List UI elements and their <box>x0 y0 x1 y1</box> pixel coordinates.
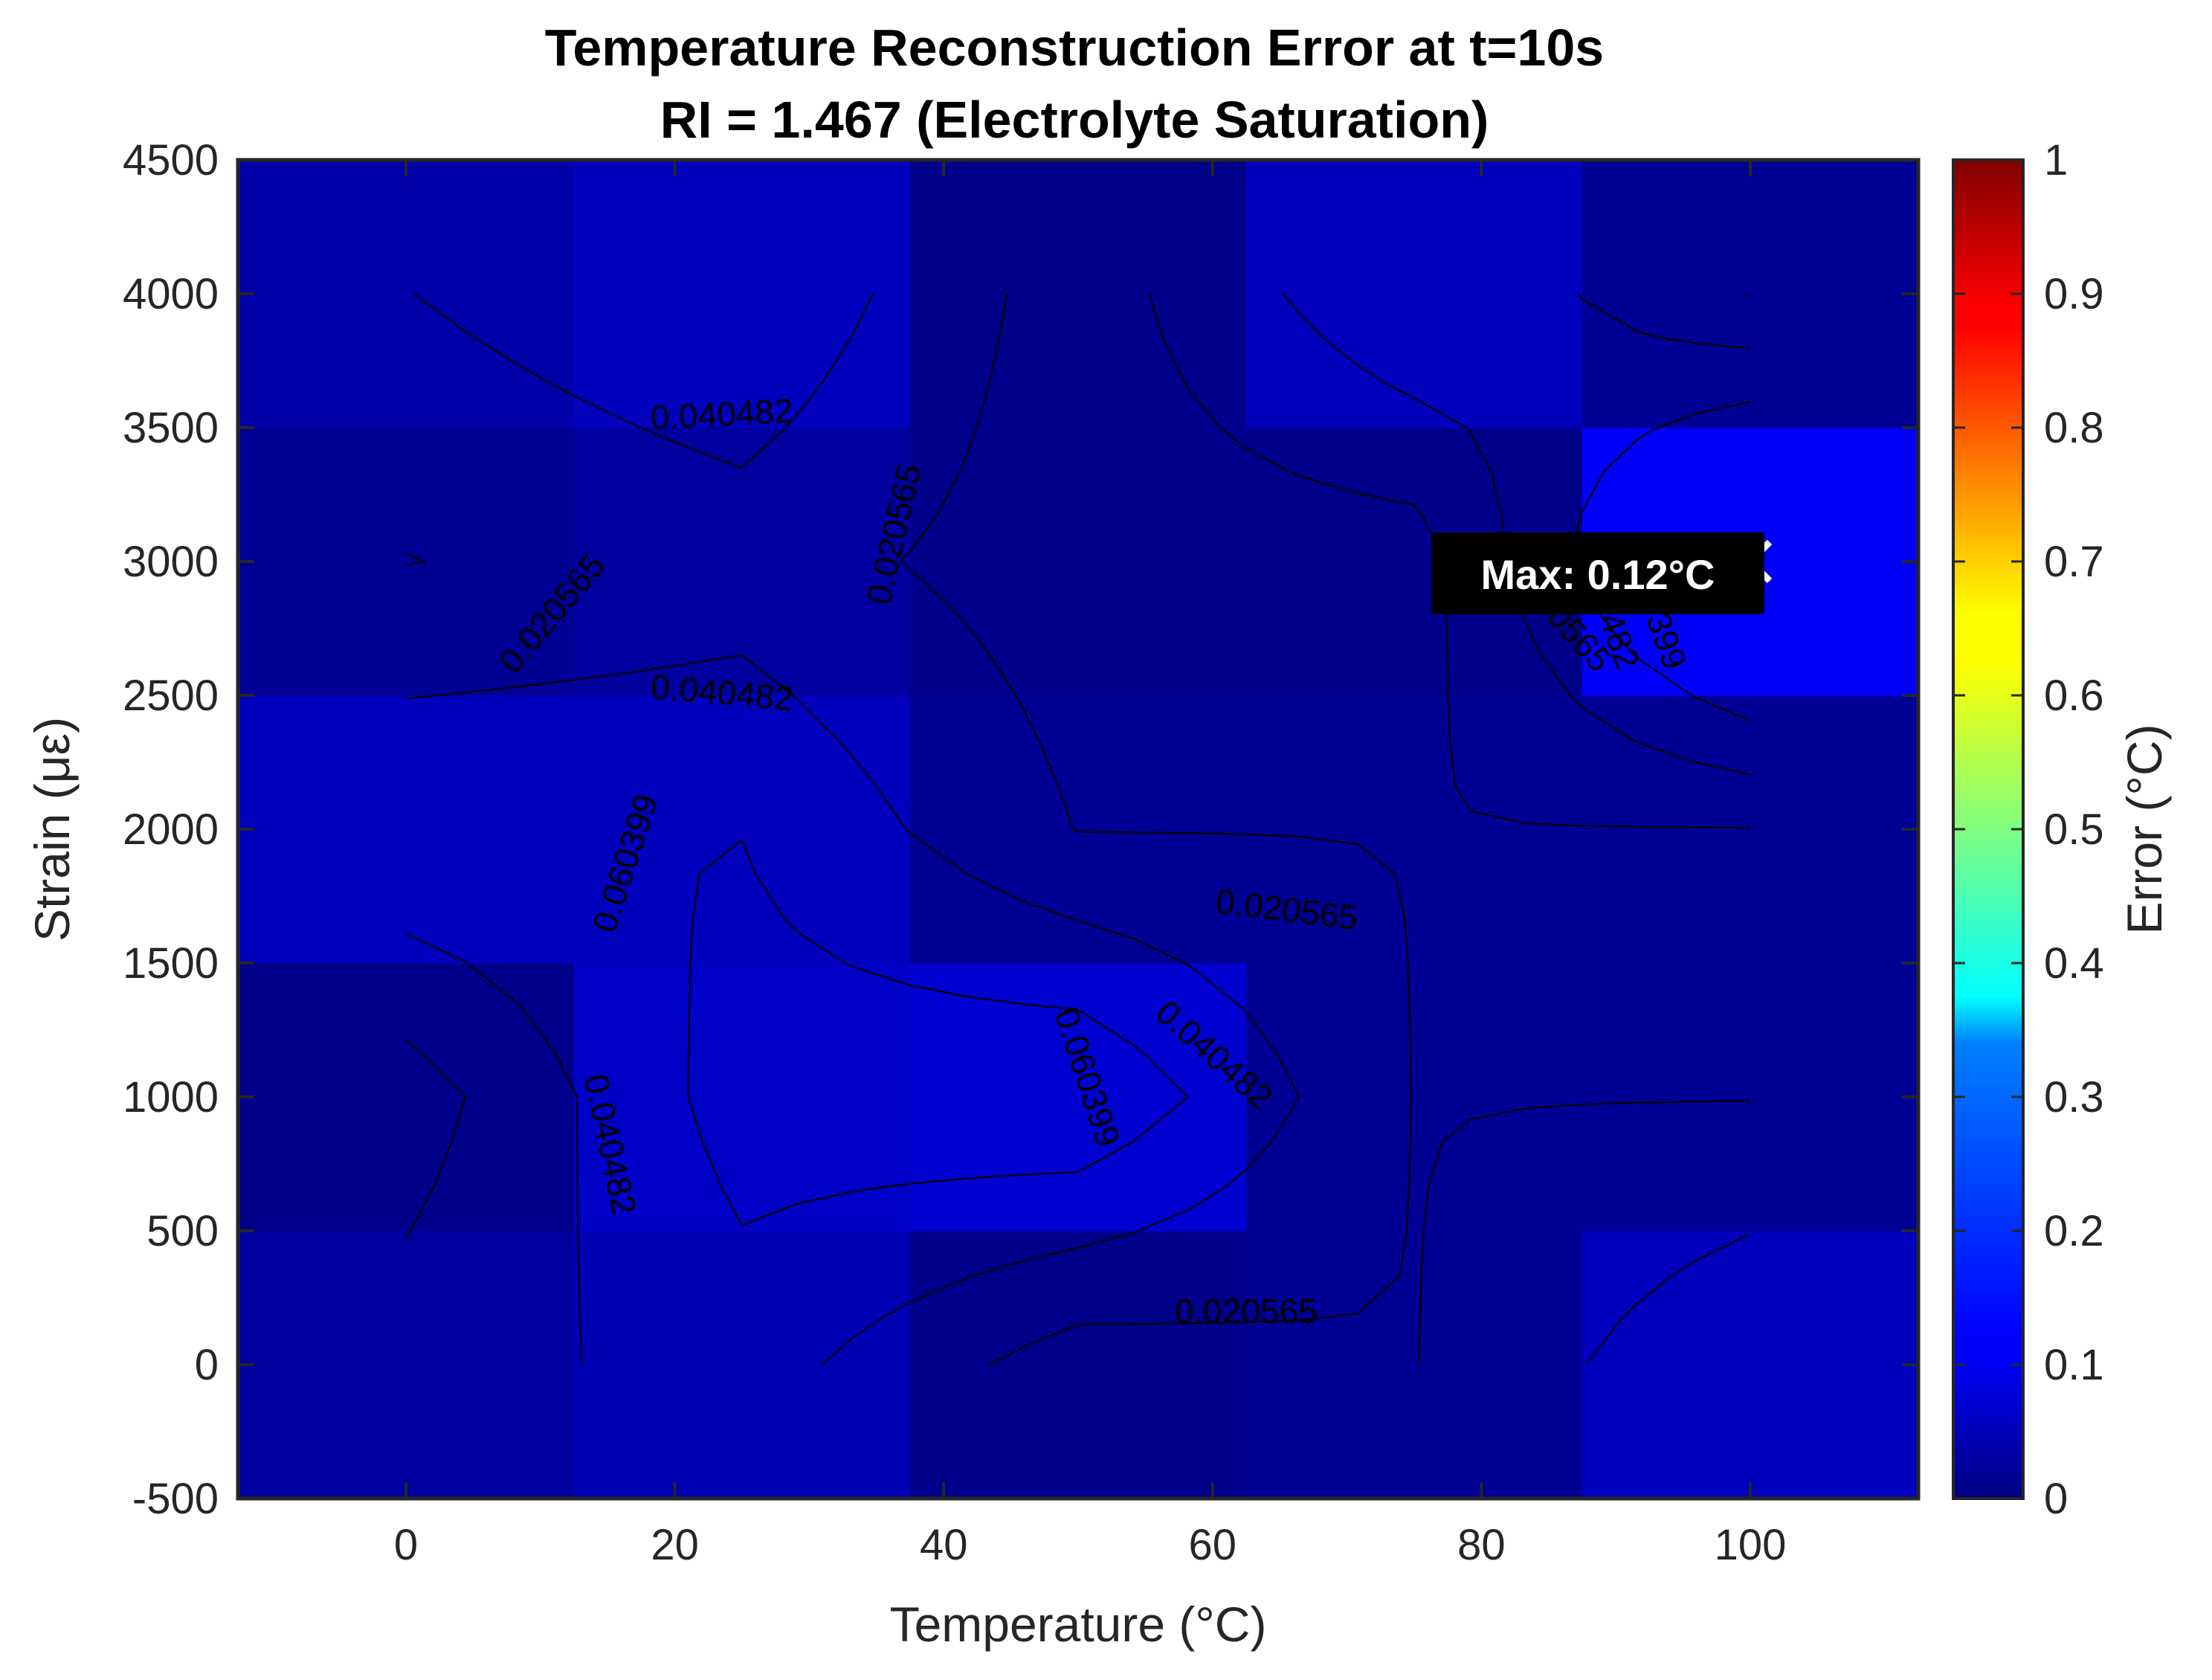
heatmap-cell <box>910 1231 1247 1499</box>
max-annotation-box <box>1431 532 1764 614</box>
heatmap-cell <box>910 160 1247 428</box>
x-tick-label: 20 <box>651 1521 699 1569</box>
y-tick-label: -500 <box>132 1475 219 1523</box>
heatmap-cell <box>238 963 575 1232</box>
heatmap-cell <box>910 428 1247 696</box>
heatmap-cell <box>574 695 911 964</box>
contour-line <box>405 293 1751 1365</box>
x-axis-label: Temperature (°C) <box>890 1597 1267 1652</box>
heatmap-cell <box>1246 160 1583 428</box>
y-axis-label: Strain (με) <box>25 717 80 942</box>
x-tick-label: 80 <box>1457 1521 1506 1569</box>
heatmap-cell <box>1582 963 1919 1232</box>
colorbar-label: Error (°C) <box>2117 724 2172 934</box>
colorbar-tick-label: 0.3 <box>2044 1073 2104 1121</box>
heatmap-cell <box>574 428 911 696</box>
y-tick-label: 4000 <box>123 270 219 318</box>
heatmap-cell <box>910 695 1247 964</box>
contour-line <box>687 401 1751 1226</box>
colorbar-ticks: 0 0.1 0.2 0.3 0.4 0.5 0.6 0.7 0.8 0.9 1 <box>1953 136 2104 1523</box>
heatmap-cell <box>1582 160 1919 428</box>
chart-subtitle: RI = 1.467 (Electrolyte Saturation) <box>660 91 1489 149</box>
colorbar-tick-label: 0.2 <box>2044 1207 2104 1255</box>
x-axis-ticks: 0 20 40 60 80 100 <box>394 160 1787 1569</box>
x-tick-label: 60 <box>1189 1521 1237 1569</box>
colorbar-tick-label: 0.5 <box>2044 805 2104 854</box>
colorbar-tick-label: 0.9 <box>2044 270 2104 318</box>
y-tick-label: 500 <box>146 1207 219 1255</box>
chart-title: Temperature Reconstruction Error at t=10… <box>545 19 1604 77</box>
colorbar-tick-label: 0 <box>2044 1475 2068 1523</box>
colorbar-tick-label: 1 <box>2044 136 2068 184</box>
y-tick-label: 2000 <box>123 805 219 854</box>
heatmap-cells <box>238 160 1919 1499</box>
heatmap-cell <box>574 1231 911 1499</box>
heatmap-cell <box>1582 695 1919 964</box>
heatmap-cell <box>1246 695 1583 964</box>
heatmap-cell <box>238 695 575 964</box>
max-annotation-text: Max: 0.12°C <box>1481 551 1715 598</box>
plot-frame <box>236 158 1921 1501</box>
x-tick-label: 0 <box>394 1521 418 1569</box>
y-tick-label: 3500 <box>123 404 219 452</box>
colorbar-tick-label: 0.8 <box>2044 404 2104 452</box>
y-axis-ticks: -500 0 500 1000 1500 2000 2500 3000 3500 4000 4500 <box>123 136 1918 1523</box>
colorbar-tick-label: 0.4 <box>2044 939 2104 988</box>
heatmap-cell <box>910 963 1247 1232</box>
y-tick-label: 3000 <box>123 538 219 586</box>
y-tick-label: 4500 <box>123 136 219 184</box>
heatmap-cell <box>238 160 575 428</box>
x-tick-label: 40 <box>920 1521 968 1569</box>
x-tick-label: 100 <box>1715 1521 1787 1569</box>
y-tick-label: 1500 <box>123 939 219 988</box>
y-tick-label: 0 <box>195 1341 219 1389</box>
colorbar-tick-label: 0.7 <box>2044 538 2104 586</box>
colorbar-tick-label: 0.6 <box>2044 672 2104 720</box>
contour-line <box>405 292 1751 1365</box>
heatmap-cell <box>574 963 911 1232</box>
y-tick-label: 2500 <box>123 672 219 720</box>
contour-label: 0.020565 <box>1175 1292 1318 1330</box>
contour-label: 0.040482 <box>650 391 794 437</box>
max-annotation: Max: 0.12°C <box>1431 532 1773 614</box>
contour-lines <box>405 292 1751 1365</box>
y-tick-label: 1000 <box>123 1073 219 1121</box>
heatmap-cell <box>238 1231 575 1499</box>
heatmap-cell <box>574 160 911 428</box>
heatmap-cell <box>1246 1231 1583 1499</box>
heatmap-cell <box>1246 963 1583 1232</box>
colorbar-tick-label: 0.1 <box>2044 1341 2104 1389</box>
heatmap-cell <box>1582 1231 1919 1499</box>
heatmap-cell <box>238 428 575 696</box>
